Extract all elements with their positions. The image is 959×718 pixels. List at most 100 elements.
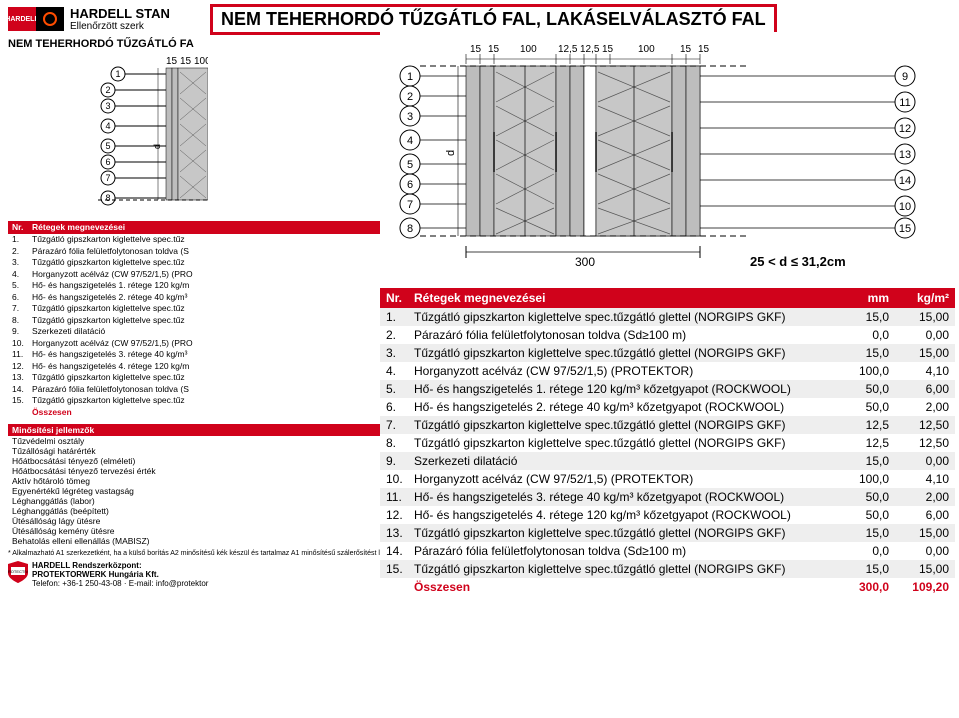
background-document: HARDELL STANDARD HARDELL STAN Ellenőrzöt… — [0, 0, 440, 718]
bg-footnote: * Alkalmazható A1 szerkezetként, ha a kü… — [8, 550, 432, 557]
bg-layer-row: 9.Szerkezeti dilatáció — [8, 326, 432, 337]
bg-spec-row: Hőátbocsátási tényező (elméleti)U₁ =0 — [8, 456, 432, 466]
fg-total-mm: 300,0 — [834, 580, 889, 594]
svg-text:13: 13 — [899, 149, 911, 161]
fg-total-kg: 109,20 — [889, 580, 949, 594]
bg-layer-row: 5.Hő- és hangszigetelés 1. rétege 120 kg… — [8, 280, 432, 291]
bg-layer-row: 12.Hő- és hangszigetelés 4. rétege 120 k… — [8, 361, 432, 372]
bg-section-heading: NEM TEHERHORDÓ TŰZGÁTLÓ FA — [8, 38, 432, 50]
fg-hdr-nr: Nr. — [386, 291, 414, 305]
fg-right-callouts: 9111213141015 — [700, 66, 915, 238]
bg-spec-row: Ütésállóság kemény ütésreÜK =n — [8, 526, 432, 536]
svg-text:5: 5 — [407, 159, 413, 171]
bg-diagram-svg: 15 15 100 1 2 3 4 5 6 7 8 — [8, 54, 208, 214]
svg-text:12: 12 — [899, 123, 911, 135]
bg-layer-row: 7.Tűzgátló gipszkarton kiglettelve spec.… — [8, 303, 432, 314]
svg-text:7: 7 — [407, 199, 413, 211]
bg-hdr-nr: Nr. — [12, 222, 32, 233]
bg-spec-row: Tűzvédelmi osztályA — [8, 436, 432, 446]
svg-text:PROTECTIVE: PROTECTIVE — [8, 569, 28, 574]
bg-spec-row: Tűzállósági határértékEI — [8, 446, 432, 456]
svg-text:2: 2 — [105, 85, 110, 95]
fg-hdr-mm: mm — [834, 291, 889, 305]
fg-layer-row: 9.Szerkezeti dilatáció15,00,00 — [380, 452, 955, 470]
fg-total-row: Összesen 300,0 109,20 — [380, 578, 955, 596]
svg-text:4: 4 — [407, 135, 413, 147]
bg-spec-hdr-name: Minősítési jellemzők — [12, 425, 419, 435]
bg-hdr-name: Rétegek megnevezései — [32, 222, 428, 233]
bg-layer-row: 8.Tűzgátló gipszkarton kiglettelve spec.… — [8, 315, 432, 326]
svg-text:15: 15 — [680, 44, 692, 55]
svg-text:15: 15 — [488, 44, 500, 55]
svg-text:3: 3 — [105, 101, 110, 111]
svg-text:5: 5 — [105, 141, 110, 151]
fg-layer-row: 3.Tűzgátló gipszkarton kiglettelve spec.… — [380, 344, 955, 362]
bg-spec-row: Behatolás elleni ellenállás (MABISZ)T =n — [8, 536, 432, 546]
bg-spec-header: Minősítési jellemzők Ér — [8, 424, 432, 436]
fg-layer-row: 10.Horganyzott acélváz (CW 97/52/1,5) (P… — [380, 470, 955, 488]
bg-dim-2: 100 — [194, 56, 208, 67]
bg-dim-1: 15 — [180, 56, 192, 67]
bg-diagram: 15 15 100 1 2 3 4 5 6 7 8 — [8, 54, 432, 217]
svg-text:8: 8 — [407, 223, 413, 235]
fg-layer-row: 2.Párazáró fólia felületfolytonosan told… — [380, 326, 955, 344]
fg-layer-row: 12.Hő- és hangszigetelés 4. rétege 120 k… — [380, 506, 955, 524]
fg-layer-row: 4.Horganyzott acélváz (CW 97/52/1,5) (PR… — [380, 362, 955, 380]
svg-text:15: 15 — [899, 223, 911, 235]
logo-right: STANDARD — [36, 7, 64, 31]
svg-text:100: 100 — [638, 44, 655, 55]
fg-layer-row: 1.Tűzgátló gipszkarton kiglettelve spec.… — [380, 308, 955, 326]
fg-diagram: 15 15 100 12,5 12,5 15 100 15 15 — [380, 32, 940, 282]
bg-spec-row: Hőátbocsátási tényező tervezési értékU =… — [8, 466, 432, 476]
svg-text:15: 15 — [698, 44, 710, 55]
bg-title: HARDELL STAN — [70, 6, 170, 21]
bg-layer-row: 6.Hő- és hangszigetelés 2. rétege 40 kg/… — [8, 292, 432, 303]
bg-layers-header: Nr. Rétegek megnevezései — [8, 221, 432, 234]
bg-contact: PROTECTIVE HARDELL Rendszerközpont: PROT… — [8, 561, 432, 588]
bg-subtitle: Ellenőrzött szerk — [70, 21, 170, 32]
svg-text:4: 4 — [105, 121, 110, 131]
fg-thickness-label: 25 < d ≤ 31,2cm — [750, 254, 846, 269]
bg-layer-row: 14.Párazáró fólia felületfolytonosan tol… — [8, 384, 432, 395]
fg-layer-row: 6.Hő- és hangszigetelés 2. rétege 40 kg/… — [380, 398, 955, 416]
svg-text:6: 6 — [105, 157, 110, 167]
fg-dim-ticks — [466, 54, 700, 64]
fg-top-dims: 15 15 100 12,5 12,5 15 100 15 15 — [470, 44, 710, 55]
fg-layer-row: 15.Tűzgátló gipszkarton kiglettelve spec… — [380, 560, 955, 578]
svg-text:2: 2 — [407, 91, 413, 103]
bg-layer-row: 10.Horganyzott acélváz (CW 97/52/1,5) (P… — [8, 338, 432, 349]
bg-layer-row: 1.Tűzgátló gipszkarton kiglettelve spec.… — [8, 234, 432, 245]
svg-text:6: 6 — [407, 179, 413, 191]
svg-text:1: 1 — [115, 69, 120, 79]
svg-text:12,5: 12,5 — [580, 44, 600, 55]
bg-layer-row: 11.Hő- és hangszigetelés 3. rétege 40 kg… — [8, 349, 432, 360]
fg-layer-row: 7.Tűzgátló gipszkarton kiglettelve spec.… — [380, 416, 955, 434]
svg-text:8: 8 — [105, 193, 110, 203]
bg-spec-table: Minősítési jellemzők Ér Tűzvédelmi osztá… — [8, 424, 432, 546]
fg-layer-row: 11.Hő- és hangszigetelés 3. rétege 40 kg… — [380, 488, 955, 506]
svg-text:12,5: 12,5 — [558, 44, 578, 55]
svg-text:d: d — [445, 150, 457, 156]
bg-layers-table: Nr. Rétegek megnevezései 1.Tűzgátló gips… — [8, 221, 432, 418]
bg-spec-row: Egyenértékű légréteg vastagságSd =1 — [8, 486, 432, 496]
bg-spec-row: Léghanggátlás (labor)Rw =6 — [8, 496, 432, 506]
fg-bottom-dims: 300 25 < d ≤ 31,2cm — [466, 246, 846, 269]
svg-text:15: 15 — [602, 44, 614, 55]
svg-text:15: 15 — [470, 44, 482, 55]
logo-left-label: HARDELL — [8, 7, 36, 31]
brand-logo: HARDELL STANDARD — [8, 7, 64, 31]
fg-total-label: Összesen — [414, 580, 834, 594]
svg-text:14: 14 — [899, 175, 911, 187]
bg-layer-row: 15.Tűzgátló gipszkarton kiglettelve spec… — [8, 395, 432, 406]
svg-text:300: 300 — [575, 255, 595, 269]
fg-hdr-kg: kg/m² — [889, 291, 949, 305]
svg-text:1: 1 — [407, 71, 413, 83]
svg-text:3: 3 — [407, 111, 413, 123]
bg-layer-row: 13.Tűzgátló gipszkarton kiglettelve spec… — [8, 372, 432, 383]
svg-text:11: 11 — [899, 97, 910, 109]
fg-diagram-svg: 15 15 100 12,5 12,5 15 100 15 15 — [380, 32, 940, 282]
fg-title: NEM TEHERHORDÓ TŰZGÁTLÓ FAL, LAKÁSELVÁLA… — [210, 4, 777, 35]
bg-spec-row: Aktív hőtároló tömegm =30 — [8, 476, 432, 486]
fg-layer-row: 13.Tűzgátló gipszkarton kiglettelve spec… — [380, 524, 955, 542]
svg-text:7: 7 — [105, 173, 110, 183]
